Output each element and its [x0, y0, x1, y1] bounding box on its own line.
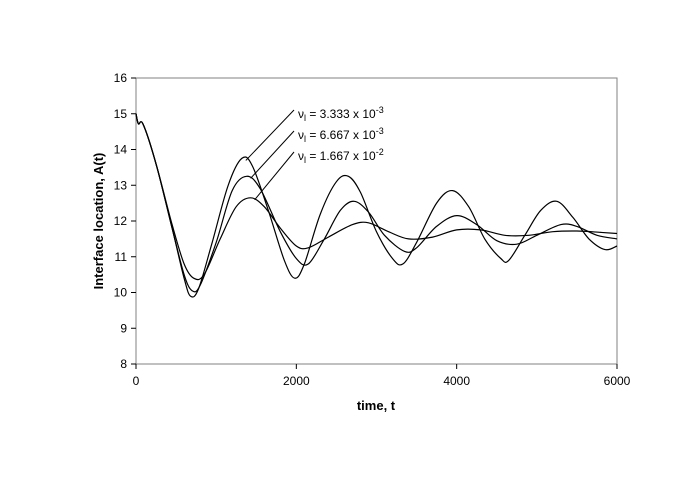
y-tick-label: 11: [115, 250, 128, 264]
x-axis: 0 2000 4000 6000: [133, 364, 631, 388]
legend-leader-line: [254, 151, 295, 201]
y-axis-title: Interface location, A(t): [91, 153, 106, 290]
y-tick-label: 14: [114, 143, 128, 157]
x-axis-title: time, t: [357, 398, 396, 413]
x-tick-label: 0: [133, 374, 140, 388]
series-line-1: [135, 113, 618, 298]
y-tick-label: 10: [114, 286, 128, 300]
y-tick-label: 13: [114, 178, 128, 192]
x-tick-label: 2000: [283, 374, 310, 388]
plot-area: [135, 77, 618, 365]
x-tick-label: 6000: [604, 374, 631, 388]
y-tick-label: 8: [120, 357, 127, 371]
legend-leader-line: [245, 109, 295, 161]
x-tick-label: 4000: [443, 374, 470, 388]
y-tick-label: 15: [114, 107, 128, 121]
legend-label: νl = 3.333 x 10-3: [298, 105, 384, 123]
series-lines: [135, 113, 618, 298]
legend-label: νl = 1.667 x 10-2: [298, 147, 384, 165]
series-line-2: [135, 113, 618, 293]
y-tick-label: 12: [114, 214, 128, 228]
legend: νl = 3.333 x 10-3 νl = 6.667 x 10-3 νl = 1…: [245, 105, 384, 201]
legend-leader-line: [250, 130, 295, 179]
series-line-3: [135, 113, 618, 281]
y-tick-label: 16: [114, 71, 128, 85]
y-tick-label: 9: [120, 321, 127, 335]
legend-label: νl = 6.667 x 10-3: [298, 126, 384, 144]
y-axis: 8 9 10 11 12 13 14 15 16: [114, 71, 136, 371]
